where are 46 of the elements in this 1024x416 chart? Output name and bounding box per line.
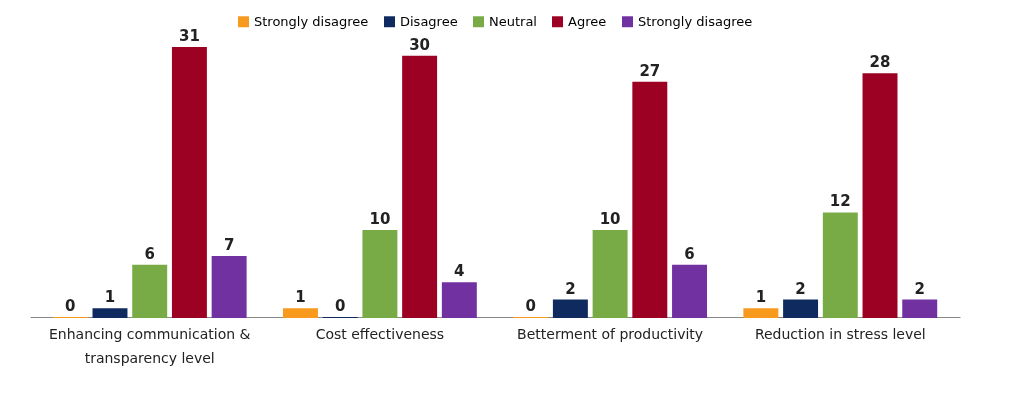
bar — [672, 264, 708, 318]
data-label: 1 — [755, 288, 767, 307]
bar — [211, 256, 247, 318]
bar — [132, 264, 168, 318]
bar — [92, 308, 128, 318]
bar — [902, 299, 938, 318]
bar — [632, 81, 668, 318]
data-label: 2 — [795, 279, 806, 298]
data-label: 1 — [104, 288, 116, 307]
bar — [171, 47, 207, 318]
data-label: 10 — [369, 209, 391, 228]
legend-label: Agree — [568, 13, 607, 29]
data-label: 0 — [525, 297, 536, 315]
bar — [402, 55, 438, 318]
bar — [362, 229, 398, 318]
x-tick-label: Reduction in stress level — [754, 325, 926, 342]
legend-label: Strongly disagree — [638, 13, 753, 29]
data-label: 31 — [178, 27, 200, 45]
data-label: 10 — [599, 209, 621, 228]
legend-label: Neutral — [489, 13, 537, 29]
x-tick-label: Enhancing communication & transparency level — [48, 325, 251, 366]
data-label: 12 — [829, 192, 851, 211]
data-label: 0 — [65, 297, 76, 315]
data-label: 0 — [334, 297, 346, 315]
bar — [743, 308, 779, 318]
bar — [822, 212, 858, 318]
data-label: 6 — [684, 244, 695, 263]
bar — [783, 299, 819, 318]
data-label: 30 — [409, 35, 431, 54]
data-label: 28 — [869, 53, 891, 72]
data-label: 2 — [914, 279, 925, 298]
bar — [592, 229, 628, 318]
data-label: 27 — [639, 61, 661, 80]
x-tick-label: Betterment of productivity — [517, 325, 704, 342]
bar — [862, 73, 898, 318]
legend-label: Strongly disagree — [254, 13, 369, 29]
bar — [441, 282, 477, 318]
data-label: 2 — [565, 279, 576, 298]
bar — [552, 299, 588, 318]
bar — [282, 308, 318, 318]
data-label: 1 — [295, 288, 306, 307]
data-label: 7 — [223, 236, 235, 255]
data-label: 6 — [144, 244, 155, 263]
data-label: 4 — [454, 262, 465, 281]
x-tick-label: Cost effectiveness — [315, 325, 445, 342]
legend-label: Disagree — [400, 13, 458, 29]
